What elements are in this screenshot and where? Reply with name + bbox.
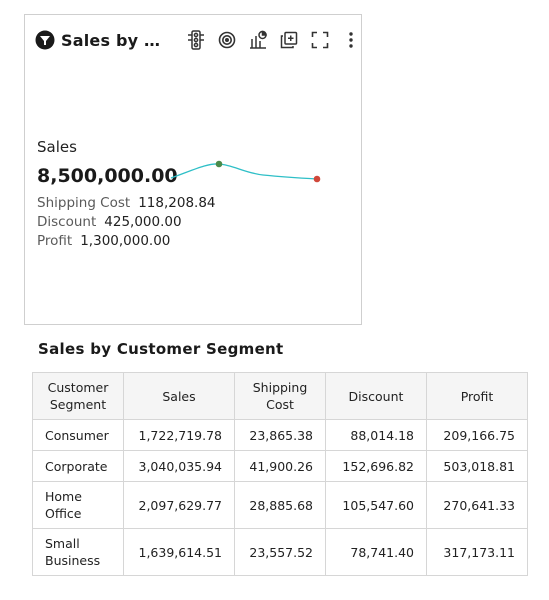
metric-discount: Discount 425,000.00 [37, 214, 182, 230]
shipping-cell: 41,900.26 [234, 450, 326, 482]
profit-cell: 317,173.11 [426, 528, 528, 576]
metric-label: Profit [37, 233, 73, 249]
table-header-row: Customer Segment Sales Shipping Cost Dis… [32, 372, 528, 420]
sparkline-line [170, 163, 318, 180]
shipping-cell: 23,557.52 [234, 528, 326, 576]
card-toolbar [185, 27, 371, 53]
more-options-icon[interactable] [340, 29, 362, 51]
segment-table: Customer Segment Sales Shipping Cost Dis… [32, 372, 528, 576]
sales-cell: 3,040,035.94 [123, 450, 235, 482]
traffic-light-icon[interactable] [185, 29, 207, 51]
segment-cell: Home Office [32, 481, 124, 529]
table-title: Sales by Customer Segment [38, 340, 284, 358]
table-row: Home Office 2,097,629.77 28,885.68 105,5… [32, 481, 528, 529]
metric-label: Discount [37, 214, 97, 230]
sales-cell: 1,639,614.51 [123, 528, 235, 576]
add-layer-icon[interactable] [278, 29, 300, 51]
table-row: Corporate 3,040,035.94 41,900.26 152,696… [32, 450, 528, 482]
segment-cell: Corporate [32, 450, 124, 482]
segment-cell: Consumer [32, 419, 124, 451]
kpi-card: Sales by C... [24, 14, 362, 325]
chart-settings-icon[interactable] [247, 29, 269, 51]
discount-cell: 88,014.18 [325, 419, 427, 451]
shipping-cell: 23,865.38 [234, 419, 326, 451]
table-row: Small Business 1,639,614.51 23,557.52 78… [32, 528, 528, 576]
filter-icon[interactable] [35, 30, 55, 50]
metric-value: 118,208.84 [138, 195, 216, 211]
metric-value: 1,300,000.00 [80, 233, 171, 249]
target-icon[interactable] [216, 29, 238, 51]
column-header[interactable]: Shipping Cost [234, 372, 326, 420]
shipping-cell: 28,885.68 [234, 481, 326, 529]
metric-profit: Profit 1,300,000.00 [37, 233, 170, 249]
sales-cell: 1,722,719.78 [123, 419, 235, 451]
discount-cell: 78,741.40 [325, 528, 427, 576]
sparkline-high-marker [215, 160, 223, 168]
column-header[interactable]: Discount [325, 372, 427, 420]
metric-shipping-cost: Shipping Cost 118,208.84 [37, 195, 216, 211]
profit-cell: 503,018.81 [426, 450, 528, 482]
table-row: Consumer 1,722,719.78 23,865.38 88,014.1… [32, 419, 528, 451]
sparkline-end-marker [313, 175, 321, 183]
kpi-value: 8,500,000.00 [37, 165, 178, 187]
column-header[interactable]: Profit [426, 372, 528, 420]
profit-cell: 270,641.33 [426, 481, 528, 529]
kpi-label: Sales [37, 138, 77, 156]
discount-cell: 152,696.82 [325, 450, 427, 482]
sparkline [170, 160, 321, 183]
column-header[interactable]: Customer Segment [32, 372, 124, 420]
fullscreen-icon[interactable] [309, 29, 331, 51]
metric-label: Shipping Cost [37, 195, 131, 211]
card-header: Sales by C... [35, 27, 355, 53]
profit-cell: 209,166.75 [426, 419, 528, 451]
segment-cell: Small Business [32, 528, 124, 576]
card-title: Sales by C... [61, 30, 163, 50]
sales-cell: 2,097,629.77 [123, 481, 235, 529]
column-header[interactable]: Sales [123, 372, 235, 420]
metric-value: 425,000.00 [104, 214, 182, 230]
discount-cell: 105,547.60 [325, 481, 427, 529]
